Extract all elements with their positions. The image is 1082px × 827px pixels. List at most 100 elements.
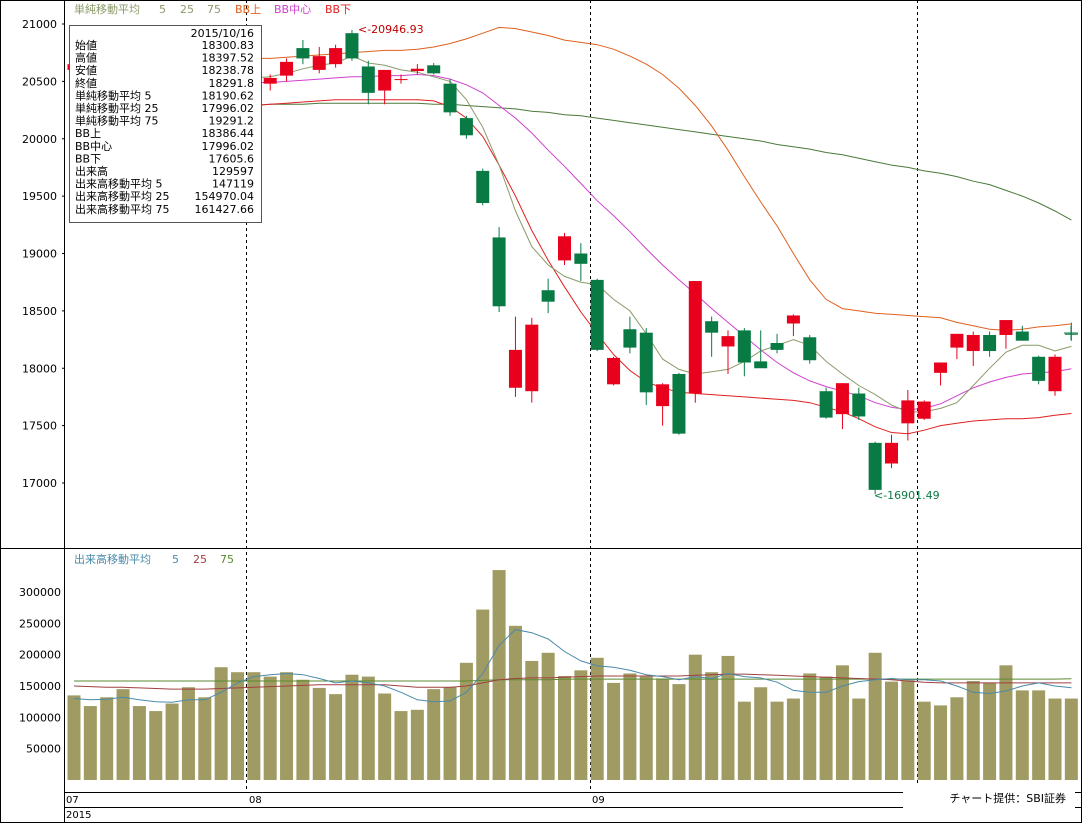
volume-bar <box>541 652 555 780</box>
candle-body <box>280 61 294 76</box>
info-label: BB下 <box>75 152 101 165</box>
volume-bar <box>443 687 457 780</box>
volume-bar <box>100 697 114 780</box>
volume-bar <box>198 697 212 780</box>
candle-body <box>1032 356 1046 381</box>
candle <box>345 30 359 61</box>
legend-sma75: 75 <box>207 3 221 16</box>
candle-body <box>983 334 997 352</box>
info-label: 出来高移動平均 75 <box>75 202 170 216</box>
info-label: 高値 <box>75 51 97 65</box>
candle-body <box>639 332 653 393</box>
vma25-line <box>73 673 1072 690</box>
legend-vma25: 25 <box>193 553 207 566</box>
candle <box>639 328 653 405</box>
candle <box>394 74 408 84</box>
price-axis-ticks: 17000 17500 18000 18500 19000 19500 20000 20500… <box>22 18 64 490</box>
volume-bar <box>1048 698 1062 780</box>
ohlc-info-box: 2015/10/16 始値 18300.83 高値 18397.52 安値 18238.7… <box>69 25 262 223</box>
volume-bar <box>296 679 310 780</box>
info-label: 出来高移動平均 5 <box>75 177 163 191</box>
volume-bar <box>361 676 375 780</box>
candle <box>312 46 326 74</box>
candle <box>574 243 588 282</box>
candle-body <box>966 334 980 352</box>
candle <box>737 328 751 377</box>
crosshair-marker <box>1064 326 1078 340</box>
date-label: 08 <box>249 795 262 806</box>
volume-bar <box>83 706 97 780</box>
candle-body <box>541 290 555 302</box>
volume-bar <box>917 701 931 780</box>
info-date: 2015/10/16 <box>191 27 254 40</box>
candle <box>672 372 686 435</box>
candle-body <box>852 393 866 417</box>
candle <box>901 390 915 441</box>
info-label: 出来高移動平均 25 <box>75 189 170 203</box>
volume-bar <box>149 711 163 780</box>
price-tick-label: 18500 <box>22 305 57 318</box>
volume-legend: 出来高移動平均 5 25 75 <box>74 552 234 566</box>
volume-tick-label: 300000 <box>19 586 61 599</box>
candle-body <box>754 361 768 369</box>
legend-sma5: 5 <box>159 3 166 16</box>
candle <box>623 316 637 354</box>
candle-body <box>329 48 343 65</box>
volume-bar <box>656 678 670 780</box>
candle-body <box>803 337 817 361</box>
volume-bar <box>345 674 359 780</box>
info-value: 18190.62 <box>202 89 255 102</box>
candle <box>1032 355 1046 385</box>
info-value: 18300.83 <box>202 39 255 52</box>
info-value: 154970.04 <box>195 190 255 203</box>
candle-body <box>656 384 670 407</box>
candle-body <box>410 68 424 72</box>
candle-body <box>476 170 490 204</box>
candle-body <box>590 279 604 350</box>
candle-body <box>263 77 277 84</box>
info-label: 出来高 <box>75 164 108 178</box>
volume-bar <box>737 701 751 780</box>
candle-body <box>1015 331 1029 341</box>
info-value: 161427.66 <box>195 203 255 216</box>
info-value: 17996.02 <box>202 102 255 115</box>
volume-bar <box>116 689 130 780</box>
candle-body <box>394 79 408 81</box>
price-tick-label: 20000 <box>22 133 57 146</box>
candle <box>688 281 702 403</box>
legend-vma75: 75 <box>220 553 234 566</box>
candle <box>803 334 817 364</box>
volume-bar <box>786 698 800 780</box>
candle <box>999 320 1013 349</box>
candle-body <box>525 324 539 392</box>
volume-bar <box>263 676 277 780</box>
candle-body <box>786 315 800 324</box>
candle-body <box>999 320 1013 335</box>
candle <box>427 63 441 75</box>
candle <box>296 40 310 65</box>
volume-bar <box>983 682 997 780</box>
info-value: 17996.02 <box>202 140 255 153</box>
candle <box>558 232 571 265</box>
volume-bar <box>394 711 408 780</box>
price-legend: 単純移動平均 5 25 75 BB上 BB中心 BB下 <box>74 2 351 16</box>
candle-body <box>705 321 719 333</box>
info-value: 19291.2 <box>209 115 255 128</box>
credit-text: チャート提供：SBI証券 <box>949 791 1066 805</box>
candle-body <box>378 69 392 91</box>
volume-bar <box>508 625 522 780</box>
candles <box>67 30 1078 495</box>
candle <box>329 44 343 68</box>
legend-bb-upper: BB上 <box>235 3 261 16</box>
candle-body <box>1048 356 1062 392</box>
candle-body <box>737 330 751 363</box>
date-label: 09 <box>592 795 605 806</box>
high-annotation: <-20946.93 <box>358 23 424 36</box>
info-value: 18238.78 <box>202 64 255 77</box>
candle <box>492 227 506 313</box>
chart-credit: チャート提供：SBI証券 <box>903 786 1075 808</box>
candle <box>754 330 768 369</box>
candle <box>508 316 522 397</box>
